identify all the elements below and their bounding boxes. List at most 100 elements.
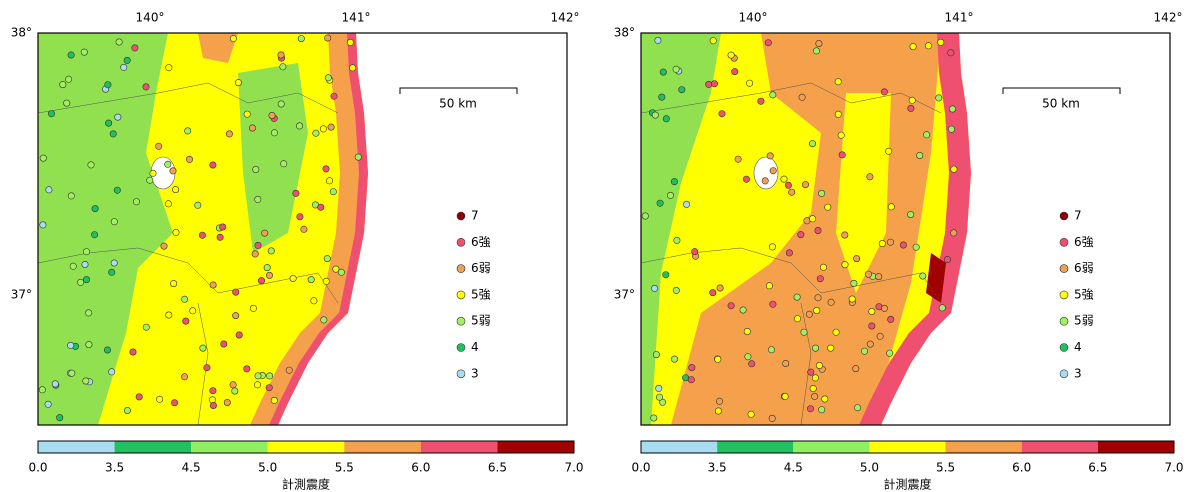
station [925,43,931,49]
station [355,154,361,160]
station [949,106,955,112]
station [181,296,187,302]
colorbar-segment [191,441,268,453]
map [38,33,567,425]
colorbar-tick: 6.5 [488,461,507,475]
station [325,35,331,41]
colorbar-segment [717,441,793,453]
station [83,276,89,282]
station [297,214,303,220]
colorbar-segment [115,441,192,453]
station [798,231,804,237]
station [853,365,859,371]
legend-swatch [1060,238,1068,246]
station [910,43,916,49]
station [667,192,673,198]
lat-label: 37° [614,288,635,302]
station [156,396,162,402]
station [828,299,834,305]
station [57,414,63,420]
station [807,406,813,412]
station [64,100,70,106]
station [815,295,821,301]
station [330,189,336,195]
station [252,251,258,257]
station [887,350,893,356]
station [132,45,138,51]
station [802,181,808,187]
panel: 140°141°142°38°37°50 km76強6弱5強5弱430.03.5… [11,11,584,492]
station [900,242,906,248]
station [825,204,831,210]
station [835,79,841,85]
station [770,301,776,307]
station [40,155,46,161]
station [710,289,716,295]
station [111,219,117,225]
station [224,399,230,405]
station [673,287,679,293]
station [939,305,945,311]
station [166,312,172,318]
station [143,324,149,330]
station [311,298,317,304]
station [255,196,261,202]
station [48,111,54,117]
station [86,341,92,347]
station [266,385,272,391]
station [768,347,774,353]
station [186,156,192,162]
station [861,348,867,354]
legend-swatch [457,238,465,246]
station [876,273,882,279]
station [809,216,815,222]
station [124,57,130,63]
station [651,285,657,291]
legend-label: 3 [471,366,479,380]
station [172,186,178,192]
station [812,345,818,351]
station [715,408,721,414]
station [758,98,764,104]
station [762,178,768,184]
station [104,347,110,353]
station [133,199,139,205]
station [715,356,721,362]
station [326,178,332,184]
station [136,394,142,400]
lat-label: 38° [614,26,635,40]
station [200,345,206,351]
legend-swatch [457,317,465,325]
station [323,278,329,284]
colorbar-segment [268,441,345,453]
station [818,190,824,196]
station [86,310,92,316]
station [130,349,136,355]
station [810,385,816,391]
lat-label: 38° [11,26,32,40]
colorbar-segment [946,441,1022,453]
colorbar-tick: 3.5 [708,461,727,475]
station [195,202,201,208]
lon-label: 141° [342,11,371,25]
legend-label: 5弱 [471,314,491,328]
legend-label: 4 [471,340,479,354]
lat-label: 37° [11,288,32,302]
legend-label: 7 [1074,209,1082,223]
station [853,255,859,261]
station [728,52,734,58]
station [838,132,844,138]
station [204,365,210,371]
station [210,162,216,168]
station [171,400,177,406]
station [230,35,236,41]
station [770,92,776,98]
station [232,388,238,394]
station [663,272,669,278]
station [296,123,302,129]
station [221,341,227,347]
station [264,264,270,270]
station [869,323,875,329]
station [769,415,775,421]
station [165,161,171,167]
